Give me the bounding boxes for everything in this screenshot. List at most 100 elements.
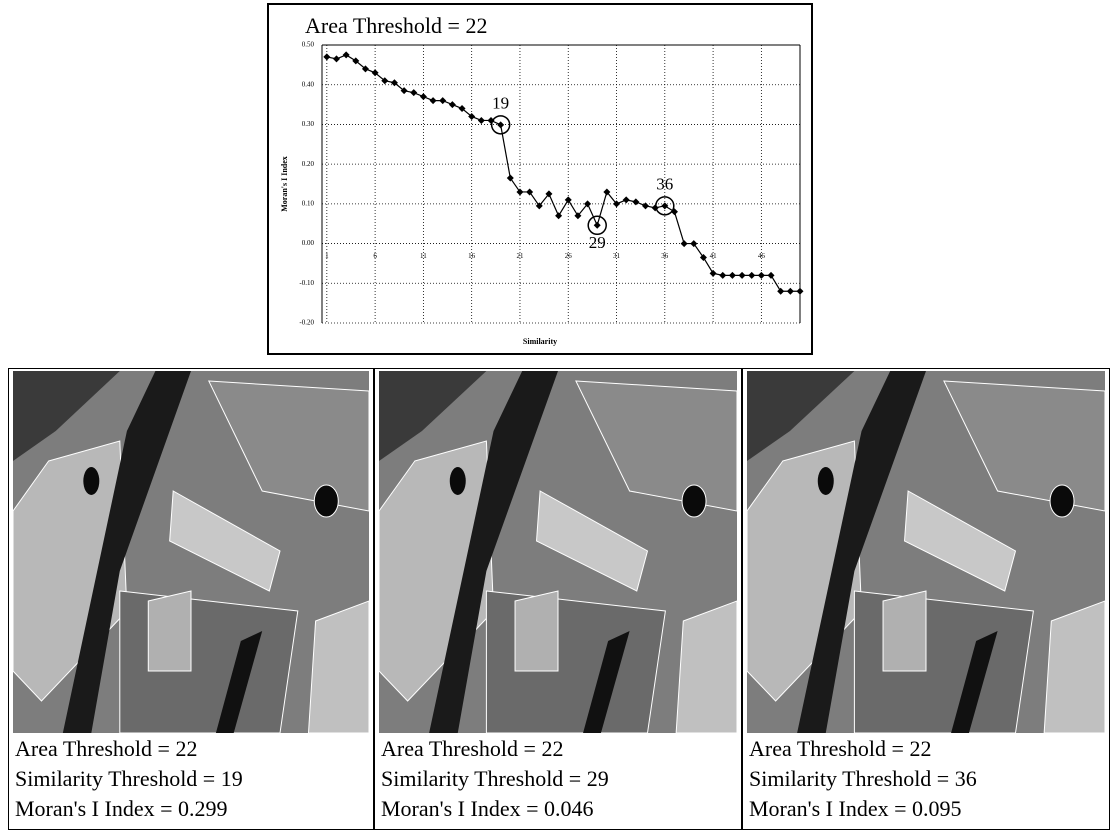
image-region <box>583 631 630 733</box>
image-region <box>215 631 263 733</box>
data-point <box>699 253 707 261</box>
y-tick-label: 0.40 <box>302 80 315 88</box>
data-point <box>622 196 630 204</box>
segmented-image <box>13 371 369 733</box>
data-point <box>400 87 408 95</box>
image-region <box>951 631 998 733</box>
x-tick-label: 41 <box>710 252 718 260</box>
data-point <box>439 97 447 105</box>
data-point <box>506 174 514 182</box>
x-tick-label: 21 <box>516 252 524 260</box>
data-point <box>342 51 350 59</box>
panel: Area Threshold = 22 Similarity Threshold … <box>742 368 1110 830</box>
caption-line: Moran's I Index = 0.299 <box>15 796 228 821</box>
image-region <box>903 490 1017 592</box>
image-region <box>307 600 369 733</box>
image-region <box>62 371 192 733</box>
data-point <box>786 287 794 295</box>
x-tick-label: 31 <box>613 252 621 260</box>
data-point <box>371 69 379 77</box>
image-region <box>681 484 707 518</box>
data-point <box>352 57 360 65</box>
segmented-image <box>379 371 737 733</box>
segmented-image <box>747 371 1105 733</box>
data-point <box>767 271 775 279</box>
image-region <box>675 600 737 733</box>
data-point <box>410 89 418 97</box>
image-region <box>514 590 559 672</box>
data-point <box>777 287 785 295</box>
panel: Area Threshold = 22 Similarity Threshold … <box>374 368 742 830</box>
data-point <box>796 287 804 295</box>
caption-line: Area Threshold = 22 <box>749 736 932 761</box>
data-point <box>458 105 466 113</box>
data-point <box>564 196 572 204</box>
image-region <box>83 467 100 495</box>
caption-line: Similarity Threshold = 36 <box>749 766 977 791</box>
data-point <box>641 202 649 210</box>
annotation-label: 36 <box>656 175 673 194</box>
y-tick-label: -0.20 <box>299 319 314 327</box>
image-region <box>575 380 737 512</box>
x-tick-label: 1 <box>325 252 329 260</box>
image-region <box>429 371 558 733</box>
data-point <box>497 121 505 129</box>
y-axis-label: Moran's I Index <box>280 156 289 212</box>
y-tick-label: 0.20 <box>302 160 315 168</box>
data-point <box>419 93 427 101</box>
data-point <box>477 116 485 124</box>
y-tick-label: 0.50 <box>302 41 315 49</box>
y-tick-label: -0.10 <box>299 279 314 287</box>
image-region <box>207 380 369 512</box>
image-region <box>1049 484 1075 518</box>
annotation-circle <box>587 215 607 236</box>
image-region <box>882 590 927 672</box>
annotation-label: 19 <box>492 94 509 113</box>
image-region <box>853 590 1034 733</box>
caption-line: Moran's I Index = 0.095 <box>749 796 962 821</box>
image-region <box>943 380 1105 512</box>
y-tick-label: 0.10 <box>302 199 315 207</box>
image-region <box>817 467 834 495</box>
image-region <box>379 371 487 461</box>
chart-frame <box>267 3 813 355</box>
y-tick-label: 0.00 <box>302 239 315 247</box>
x-tick-label: 11 <box>420 252 427 260</box>
data-point <box>332 55 340 63</box>
image-region <box>13 371 120 461</box>
x-tick-label: 26 <box>565 252 573 260</box>
data-point <box>680 240 688 248</box>
annotation-circle <box>655 196 675 216</box>
data-point <box>574 212 582 220</box>
caption-line: Area Threshold = 22 <box>15 736 198 761</box>
data-point <box>593 221 601 229</box>
image-region <box>119 590 299 733</box>
data-point <box>757 271 765 279</box>
data-point <box>323 53 331 61</box>
image-region <box>449 467 466 495</box>
data-point <box>709 269 717 277</box>
image-region <box>485 590 666 733</box>
x-tick-label: 46 <box>758 252 766 260</box>
caption-line: Similarity Threshold = 29 <box>381 766 609 791</box>
data-point <box>468 112 476 120</box>
data-point <box>448 101 456 109</box>
data-point <box>728 271 736 279</box>
data-point <box>603 188 611 196</box>
data-point <box>719 271 727 279</box>
caption-line: Similarity Threshold = 19 <box>15 766 243 791</box>
image-region <box>147 590 192 672</box>
data-point <box>361 65 369 73</box>
chart-title: Area Threshold = 22 <box>305 13 487 38</box>
image-region <box>313 484 339 518</box>
annotation-label: 29 <box>589 233 606 252</box>
annotation-circle <box>490 115 511 135</box>
image-region <box>535 490 649 592</box>
y-tick-label: 0.30 <box>302 120 315 128</box>
data-point <box>381 77 389 85</box>
image-region <box>747 371 855 461</box>
data-point <box>632 198 640 206</box>
data-point <box>584 200 592 208</box>
data-point <box>390 79 398 87</box>
